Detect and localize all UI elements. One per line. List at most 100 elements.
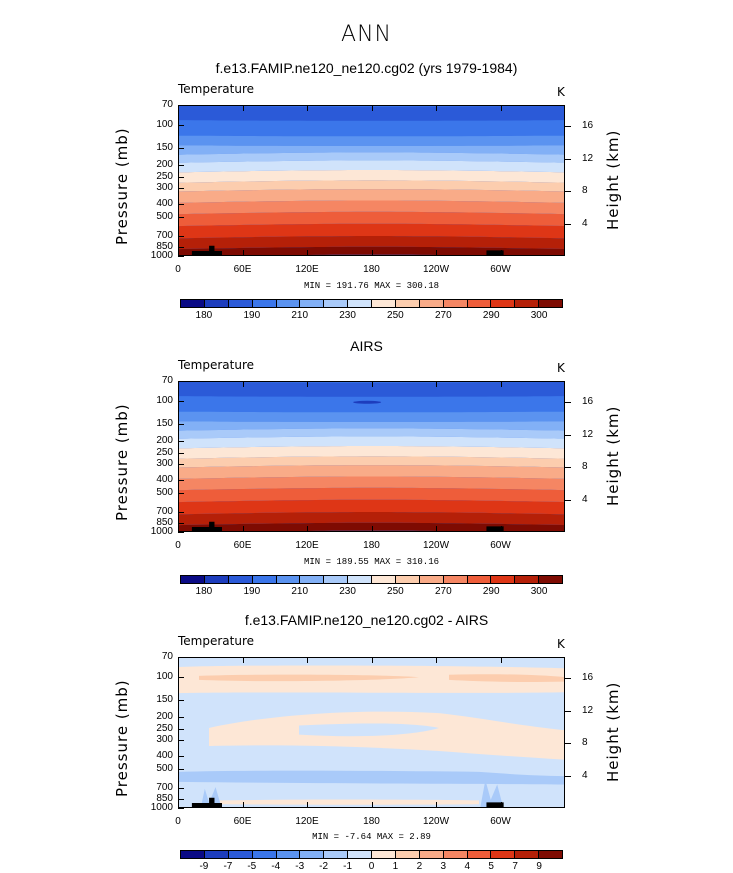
- longitude-tick-label: 180: [363, 540, 380, 551]
- longitude-tick-label: 120W: [422, 264, 450, 275]
- colorbar-swatch: [348, 851, 372, 858]
- colorbar-swatch: [539, 576, 562, 583]
- cold-spike-africa: [200, 787, 222, 807]
- longitude-tick-mark: [436, 250, 437, 256]
- longitude-tick-mark: [436, 526, 437, 532]
- temperature-band: [179, 382, 564, 397]
- pressure-tick-label: 250: [156, 723, 173, 735]
- colorbar-swatch: [539, 300, 562, 307]
- pressure-tick-mark: [178, 492, 184, 494]
- temperature-band: [179, 145, 564, 155]
- pressure-tick-mark: [178, 246, 184, 248]
- longitude-tick-mark: [178, 526, 179, 532]
- longitude-tick-label: 60W: [490, 264, 511, 275]
- colorbar-label: 190: [243, 310, 261, 321]
- pressure-tick-mark: [178, 808, 184, 809]
- contour-fill-svg: [179, 106, 564, 255]
- colorbar-label: 270: [434, 586, 452, 597]
- longitude-tick-mark-top: [500, 381, 502, 387]
- panel-3-contour-plot: [178, 657, 565, 808]
- pressure-tick-mark: [178, 401, 184, 403]
- height-tick-mark: [565, 743, 571, 745]
- longitude-tick-mark-top: [500, 657, 502, 663]
- pressure-tick-label: 200: [156, 158, 173, 170]
- longitude-tick-label: 60W: [490, 816, 511, 827]
- cold-spike-andes: [480, 779, 504, 807]
- temperature-band: [179, 135, 564, 146]
- colorbar-label: 230: [339, 586, 356, 597]
- pressure-tick-label: 400: [156, 198, 173, 209]
- colorbar-label: 1: [392, 861, 399, 872]
- longitude-tick-mark-top: [371, 105, 373, 111]
- pressure-tick-label: 250: [156, 447, 173, 459]
- pressure-tick-label: 100: [156, 395, 173, 407]
- colorbar-label: 180: [195, 310, 213, 321]
- topography-andes: [486, 250, 504, 255]
- pressure-tick-label: 850: [156, 792, 173, 804]
- panel-2-variable-label: Temperature: [178, 358, 255, 372]
- height-tick-mark: [565, 402, 571, 404]
- colorbar-swatch: [395, 851, 420, 858]
- colorbar-swatch: [181, 576, 205, 583]
- height-tick-label: 16: [582, 396, 594, 408]
- height-tick-label: 12: [582, 704, 594, 716]
- colorbar-swatch: [372, 300, 396, 307]
- height-tick-mark: [565, 710, 571, 712]
- colorbar-label: -3: [295, 861, 305, 872]
- pressure-tick-mark: [178, 235, 184, 237]
- height-tick-label: 12: [582, 428, 594, 440]
- panel-2-contour-plot: [178, 381, 565, 532]
- pressure-tick-mark: [178, 716, 184, 718]
- colorbar-swatch: [467, 576, 492, 583]
- panel-1-colorbar: [180, 299, 563, 308]
- colorbar-label: 290: [482, 586, 500, 597]
- longitude-tick-mark: [178, 250, 179, 256]
- height-tick-mark: [565, 223, 571, 225]
- pressure-axis-title: Pressure (mb): [113, 679, 131, 797]
- height-axis-title: Height (km): [604, 405, 622, 506]
- colorbar-label: 180: [195, 586, 213, 597]
- longitude-tick-mark-top: [436, 657, 437, 663]
- pressure-tick-label: 200: [156, 434, 173, 446]
- colorbar-swatch: [372, 576, 396, 583]
- colorbar-label: -4: [271, 861, 281, 872]
- colorbar-label: 230: [339, 310, 356, 321]
- longitude-tick-mark-top: [242, 105, 244, 111]
- temperature-band: [179, 170, 564, 183]
- longitude-tick-mark: [500, 526, 502, 532]
- longitude-tick-mark-top: [371, 657, 373, 663]
- longitude-tick-mark: [371, 250, 373, 256]
- pressure-tick-mark: [178, 729, 184, 731]
- colorbar-label: 190: [243, 586, 261, 597]
- longitude-tick-mark: [242, 250, 244, 256]
- temperature-band: [179, 476, 564, 491]
- panel-3-minmax: MIN = -7.64 MAX = 2.89: [312, 832, 431, 842]
- pressure-tick-mark: [178, 787, 184, 789]
- colorbar-swatch: [252, 851, 277, 858]
- longitude-tick-mark-top: [178, 657, 179, 663]
- longitude-tick-label: 120E: [295, 264, 319, 275]
- colorbar-swatch: [252, 300, 277, 307]
- colorbar-label: 5: [488, 861, 494, 872]
- colorbar-label: 4: [464, 861, 471, 872]
- longitude-tick-mark: [307, 250, 308, 256]
- pressure-tick-label: 200: [156, 710, 173, 722]
- cold-anomaly-blob: [353, 400, 382, 404]
- pressure-tick-mark: [178, 532, 184, 533]
- height-tick-mark: [565, 126, 571, 128]
- pressure-tick-label: 700: [156, 229, 173, 241]
- temperature-band: [179, 211, 564, 227]
- pressure-tick-mark: [178, 105, 184, 106]
- colorbar-label: -9: [199, 861, 209, 872]
- pressure-axis-title: Pressure (mb): [113, 403, 131, 521]
- height-tick-label: 12: [582, 152, 594, 164]
- colorbar-swatch: [228, 300, 253, 307]
- pressure-tick-mark: [178, 148, 184, 150]
- pressure-tick-mark: [178, 204, 184, 205]
- pressure-tick-label: 250: [156, 171, 173, 183]
- colorbar-swatch: [276, 851, 301, 858]
- topography-andes: [486, 526, 504, 531]
- topography-andes: [486, 802, 504, 807]
- panel-2-minmax: MIN = 189.55 MAX = 310.16: [303, 557, 440, 567]
- longitude-tick-mark: [436, 802, 437, 808]
